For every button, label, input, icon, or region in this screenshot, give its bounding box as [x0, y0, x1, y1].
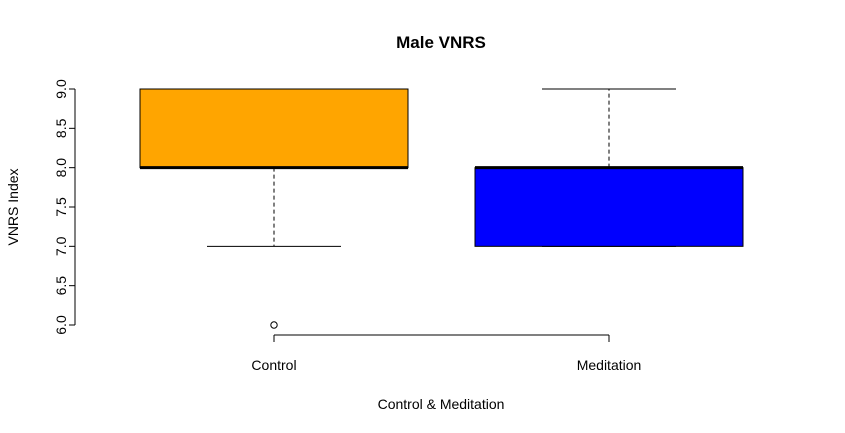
y-tick-label: 6.5: [53, 276, 69, 296]
box-rect: [139, 88, 409, 169]
y-tick-label: 6.0: [53, 315, 69, 335]
y-tick-label: 8.5: [53, 118, 69, 138]
chart-title: Male VNRS: [396, 33, 486, 52]
box-control: [139, 88, 409, 329]
box-rect: [474, 167, 744, 247]
x-axis-label: Control & Meditation: [378, 396, 505, 412]
outlier-point: [270, 321, 278, 329]
y-tick-label: 8.0: [53, 158, 69, 178]
y-tick-label: 7.5: [53, 197, 69, 217]
y-tick-label: 9.0: [53, 79, 69, 99]
box-meditation: [474, 88, 744, 247]
boxes-group: [139, 88, 744, 329]
y-tick-label: 7.0: [53, 236, 69, 256]
x-tick-label: Meditation: [577, 357, 642, 373]
x-axis: Control Meditation: [251, 334, 642, 373]
y-axis-label: VNRS Index: [5, 168, 21, 245]
x-tick-label: Control: [251, 357, 296, 373]
y-axis: 6.0 6.5 7.0 7.5 8.0 8.5 9.0: [53, 79, 76, 335]
